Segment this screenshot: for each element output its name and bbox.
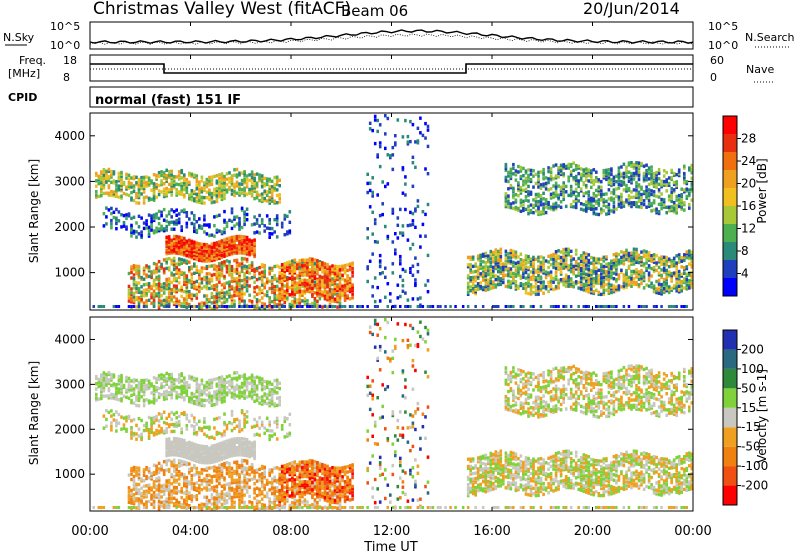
y-tick-label: 4000	[54, 332, 85, 346]
freq-unit-label: [MHz]	[8, 67, 40, 80]
colorbar-tick: 15	[741, 401, 756, 415]
colorbar-tick: -15	[741, 420, 761, 434]
y-tick-label: 3000	[54, 174, 85, 188]
power-panel: 4000 3000 2000 1000 Slant Range [km] 28 24 20…	[27, 112, 769, 311]
freq-panel: Freq. [MHz] 18 8 60 0 Nave	[8, 54, 775, 84]
power-colorbar: 28 24 20 16 12 8 4	[722, 115, 756, 297]
colorbar-tick: 28	[741, 132, 756, 146]
x-tick-label: 04:00	[172, 524, 209, 539]
noise-tick-bottom-left: 10^0	[50, 39, 80, 52]
colorbar-swatch	[723, 206, 737, 224]
cpid-panel: CPID normal (fast) 151 IF	[8, 86, 694, 108]
colorbar-tick: -200	[741, 479, 768, 493]
colorbar-tick: -100	[741, 459, 768, 473]
velocity-data	[92, 318, 694, 512]
colorbar-swatch	[723, 224, 737, 242]
colorbar-swatch	[723, 242, 737, 260]
colorbar-tick: -50	[741, 440, 761, 454]
colorbar-swatch	[723, 368, 737, 389]
x-tick-label: 00:00	[71, 524, 108, 539]
colorbar-swatch	[723, 260, 737, 278]
colorbar-swatch	[723, 152, 737, 170]
colorbar-swatch	[723, 188, 737, 206]
x-tick-label: 12:00	[373, 524, 410, 539]
velocity-colorbar: 200 100 50 15 -15 -50 -100 -200	[722, 329, 768, 506]
colorbar-swatch	[723, 116, 737, 134]
velocity-colorbar-label: Velocity [m s-1]	[755, 369, 769, 463]
nave-tick-high: 60	[710, 54, 724, 67]
date-label: 20/Jun/2014	[583, 0, 680, 18]
noise-panel: N.Sky 10^5 10^0 10^5 10^0 N.Search	[3, 20, 795, 52]
velocity-panel: 4000 3000 2000 1000 Slant Range [km] 200 100…	[27, 316, 769, 512]
noise-tick-top-left: 10^5	[50, 20, 80, 33]
freq-tick-low: 8	[63, 71, 70, 84]
noise-tick-top-right: 10^5	[708, 20, 738, 33]
station-title: Christmas Valley West (fitACF)	[93, 0, 351, 19]
nave-tick-low: 0	[710, 71, 717, 84]
colorbar-tick: 12	[741, 222, 756, 236]
cpid-value: normal (fast) 151 IF	[95, 93, 241, 108]
colorbar-swatch	[723, 170, 737, 188]
frequency-line	[90, 63, 693, 74]
y-tick-label: 2000	[54, 422, 85, 436]
colorbar-swatch	[723, 407, 737, 428]
colorbar-tick: 16	[741, 199, 756, 213]
x-tick-label: 08:00	[272, 524, 309, 539]
nave-label: Nave	[746, 63, 774, 76]
colorbar-tick: 20	[741, 177, 756, 191]
colorbar-tick: 24	[741, 154, 756, 168]
colorbar-tick: 100	[741, 362, 764, 376]
nsearch-label: N.Search	[745, 31, 795, 44]
colorbar-swatch	[723, 134, 737, 152]
freq-tick-high: 18	[63, 54, 77, 67]
power-colorbar-label: Power [dB]	[755, 158, 769, 223]
colorbar-swatch	[723, 278, 737, 296]
y-tick-label: 2000	[54, 220, 85, 234]
freq-label: Freq.	[19, 54, 46, 67]
colorbar-swatch	[723, 485, 737, 505]
beam-label: Beam 06	[341, 2, 408, 20]
nsky-label: N.Sky	[3, 31, 35, 44]
colorbar-swatch	[723, 466, 737, 486]
x-axis: 00:00 04:00 08:00 12:00 16:00 20:00 00:00	[71, 22, 712, 539]
power-ylabel: Slant Range [km]	[27, 159, 41, 263]
power-data	[92, 114, 694, 311]
x-tick-label: 00:00	[674, 524, 711, 539]
colorbar-tick: 50	[741, 381, 756, 395]
colorbar-swatch	[723, 388, 737, 408]
colorbar-tick: 8	[741, 244, 749, 258]
cpid-label: CPID	[8, 91, 37, 104]
colorbar-swatch	[723, 446, 737, 467]
nsearch-line	[89, 33, 694, 45]
colorbar-swatch	[723, 427, 737, 447]
nsky-line	[89, 29, 694, 44]
colorbar-tick: 200	[741, 342, 764, 356]
colorbar-tick: 4	[741, 267, 749, 281]
noise-tick-bottom-right: 10^0	[708, 39, 738, 52]
y-tick-label: 3000	[54, 377, 85, 391]
y-tick-label: 1000	[54, 266, 85, 280]
y-tick-label: 1000	[54, 467, 85, 481]
y-tick-label: 4000	[54, 129, 85, 143]
x-tick-label: 20:00	[574, 524, 611, 539]
x-tick-label: 16:00	[473, 524, 510, 539]
colorbar-swatch	[723, 349, 737, 369]
colorbar-swatch	[723, 330, 737, 350]
velocity-ylabel: Slant Range [km]	[27, 361, 41, 465]
x-axis-label: Time UT	[363, 540, 417, 554]
